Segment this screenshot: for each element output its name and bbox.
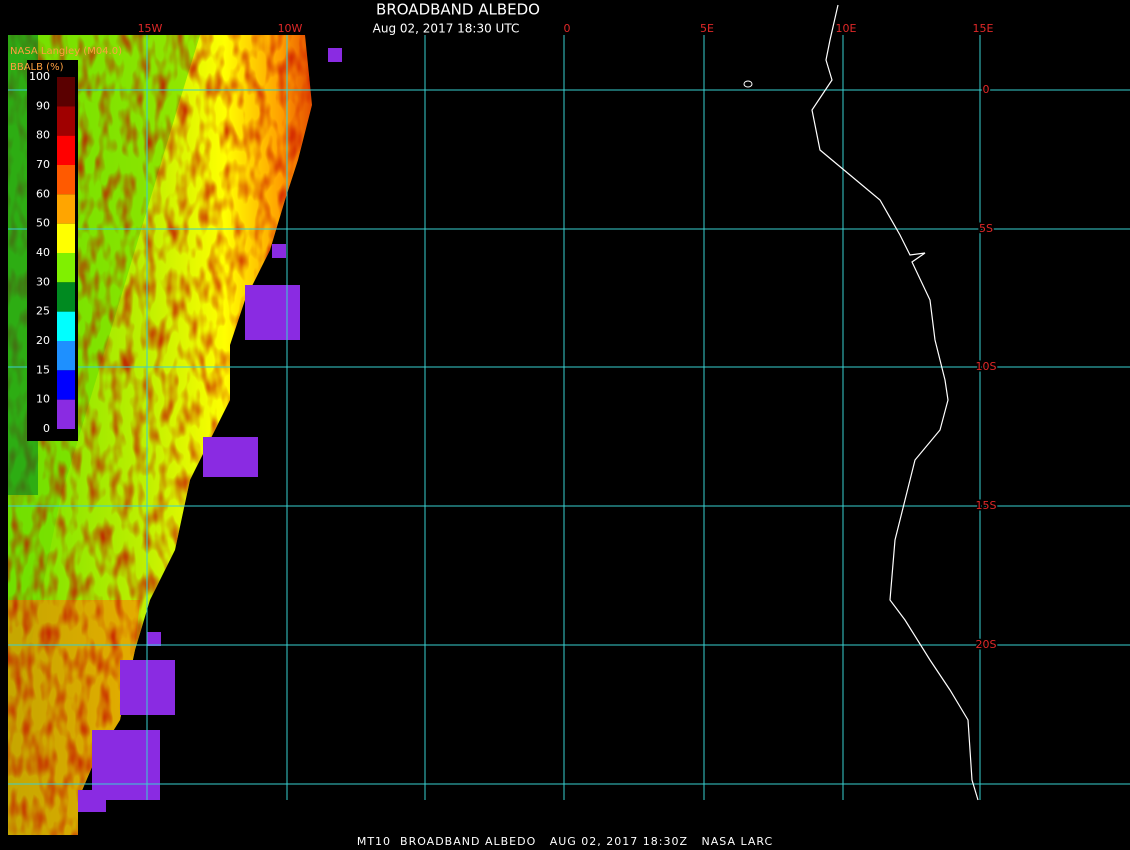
legend-label: BBALB (%) — [10, 62, 64, 73]
title: BROADBAND ALBEDO — [376, 1, 540, 19]
legend-tick: 10 — [36, 393, 50, 406]
legend-swatch — [57, 282, 75, 312]
legend-tick: 25 — [36, 305, 50, 318]
latitude-label: 15S — [976, 499, 997, 512]
legend-swatch — [57, 370, 75, 400]
legend-swatch — [57, 223, 75, 253]
legend-tick: 15 — [36, 363, 50, 376]
legend-tick: 0 — [43, 422, 50, 435]
longitude-label: 5E — [700, 22, 714, 35]
legend-tick: 60 — [36, 187, 50, 200]
longitude-label: 0 — [564, 22, 571, 35]
legend-tick: 40 — [36, 246, 50, 259]
legend-swatch — [57, 77, 75, 107]
latitude-label: 10S — [976, 360, 997, 373]
legend-tick: 90 — [36, 99, 50, 112]
legend-tick: 20 — [36, 334, 50, 347]
legend-swatch — [57, 165, 75, 195]
source: NASA Langley (M04.0) — [10, 46, 122, 57]
legend-swatch — [57, 194, 75, 224]
legend-swatch — [57, 399, 75, 429]
subtitle: Aug 02, 2017 18:30 UTC — [373, 22, 520, 36]
latitude-label: 5S — [979, 222, 993, 235]
legend-swatch — [57, 135, 75, 165]
legend-swatch — [57, 106, 75, 136]
latitude-label: 0 — [983, 83, 990, 96]
latitude-label: 20S — [976, 638, 997, 651]
graticule — [8, 35, 1130, 800]
island — [743, 80, 753, 88]
legend-tick: 70 — [36, 158, 50, 171]
coastline — [811, 4, 979, 801]
legend-tick: 30 — [36, 275, 50, 288]
legend-tick: 50 — [36, 217, 50, 230]
legend-tick: 100 — [29, 70, 50, 83]
longitude-label: 15W — [138, 22, 163, 35]
longitude-label: 10W — [278, 22, 303, 35]
longitude-label: 10E — [836, 22, 857, 35]
legend-swatch — [57, 253, 75, 283]
legend-swatch — [57, 341, 75, 371]
longitude-label: 15E — [973, 22, 994, 35]
footer: MT10 BROADBAND ALBEDO AUG 02, 2017 18:30… — [357, 835, 773, 848]
legend-swatch — [57, 311, 75, 341]
legend-tick: 80 — [36, 129, 50, 142]
